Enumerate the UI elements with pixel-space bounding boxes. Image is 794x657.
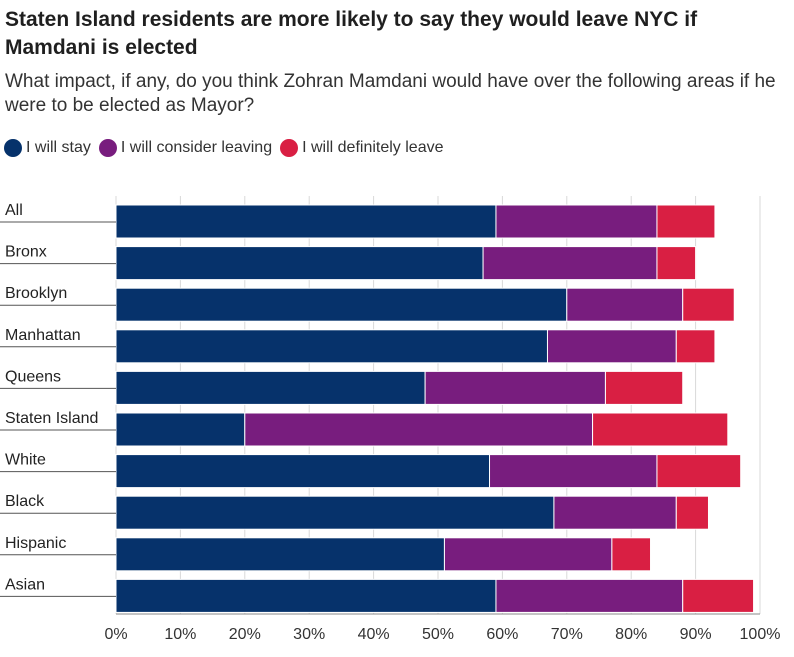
- category-label: White: [5, 452, 46, 469]
- bar-segment: [675, 495, 709, 530]
- bar-segment: [495, 578, 684, 613]
- x-tick-label: 40%: [358, 626, 390, 643]
- bar-segment: [489, 454, 658, 489]
- legend-label-stay: I will stay: [26, 139, 91, 156]
- bar-segment: [682, 287, 735, 322]
- bar-segment: [115, 246, 484, 281]
- category-label: Brooklyn: [5, 285, 67, 302]
- bar-segment: [553, 495, 677, 530]
- bar-segment: [115, 370, 426, 405]
- x-tick-label: 50%: [422, 626, 454, 643]
- bar-segment: [482, 246, 658, 281]
- bar-segment: [115, 495, 555, 530]
- x-tick-label: 100%: [740, 626, 781, 643]
- legend-item-stay: I will stay: [4, 139, 91, 157]
- bar-segment: [611, 537, 652, 572]
- bar-segment: [656, 204, 716, 239]
- category-label: All: [5, 202, 23, 219]
- bar-segment: [495, 204, 658, 239]
- bar-segment: [115, 537, 445, 572]
- x-tick-label: 20%: [229, 626, 261, 643]
- bar-segment: [115, 329, 548, 364]
- x-tick-label: 60%: [486, 626, 518, 643]
- bar-segment: [115, 204, 497, 239]
- legend-swatch-stay: [4, 139, 22, 157]
- x-tick-label: 90%: [680, 626, 712, 643]
- legend-label-consider: I will consider leaving: [120, 139, 273, 156]
- bar-segment: [443, 537, 613, 572]
- chart-subtitle: What impact, if any, do you think Zohran…: [5, 71, 776, 116]
- bar-segment: [115, 578, 497, 613]
- bar-segment: [656, 246, 697, 281]
- bar-segment: [675, 329, 716, 364]
- x-tick-label: 30%: [293, 626, 325, 643]
- x-tick-label: 80%: [615, 626, 647, 643]
- category-label: Staten Island: [5, 410, 98, 427]
- bars: [115, 204, 755, 613]
- bar-segment: [592, 412, 729, 447]
- bar-segment: [682, 578, 755, 613]
- legend: I will stay I will consider leaving I wi…: [4, 137, 452, 159]
- bar-segment: [424, 370, 606, 405]
- chart-title: Staten Island residents are more likely …: [5, 8, 698, 59]
- category-label: Bronx: [5, 244, 47, 261]
- bar-segment: [115, 412, 246, 447]
- bar-segment: [604, 370, 684, 405]
- legend-item-leave: I will definitely leave: [280, 139, 444, 157]
- category-label: Hispanic: [5, 535, 66, 552]
- category-label: Asian: [5, 576, 45, 593]
- bar-segment: [244, 412, 594, 447]
- bar-segment: [656, 454, 742, 489]
- legend-item-consider: I will consider leaving: [98, 139, 273, 157]
- category-label: Manhattan: [5, 327, 81, 344]
- legend-label-leave: I will definitely leave: [302, 139, 444, 156]
- bar-segment: [115, 454, 491, 489]
- category-labels: All Bronx Brooklyn Manhattan Queens Staten Is…: [0, 202, 116, 597]
- x-tick-label: 10%: [164, 626, 196, 643]
- bar-segment: [566, 287, 684, 322]
- category-label: Queens: [5, 368, 61, 385]
- legend-swatch-leave: [280, 139, 299, 157]
- bar-segment: [546, 329, 677, 364]
- x-tick-label: 0%: [104, 626, 127, 643]
- x-tick-labels: 0% 10% 20% 30% 40% 50% 60% 70% 80% 90% 100%: [104, 626, 780, 643]
- legend-swatch-consider: [98, 139, 117, 157]
- category-label: Black: [5, 493, 45, 510]
- x-tick-label: 70%: [551, 626, 583, 643]
- bar-segment: [115, 287, 568, 322]
